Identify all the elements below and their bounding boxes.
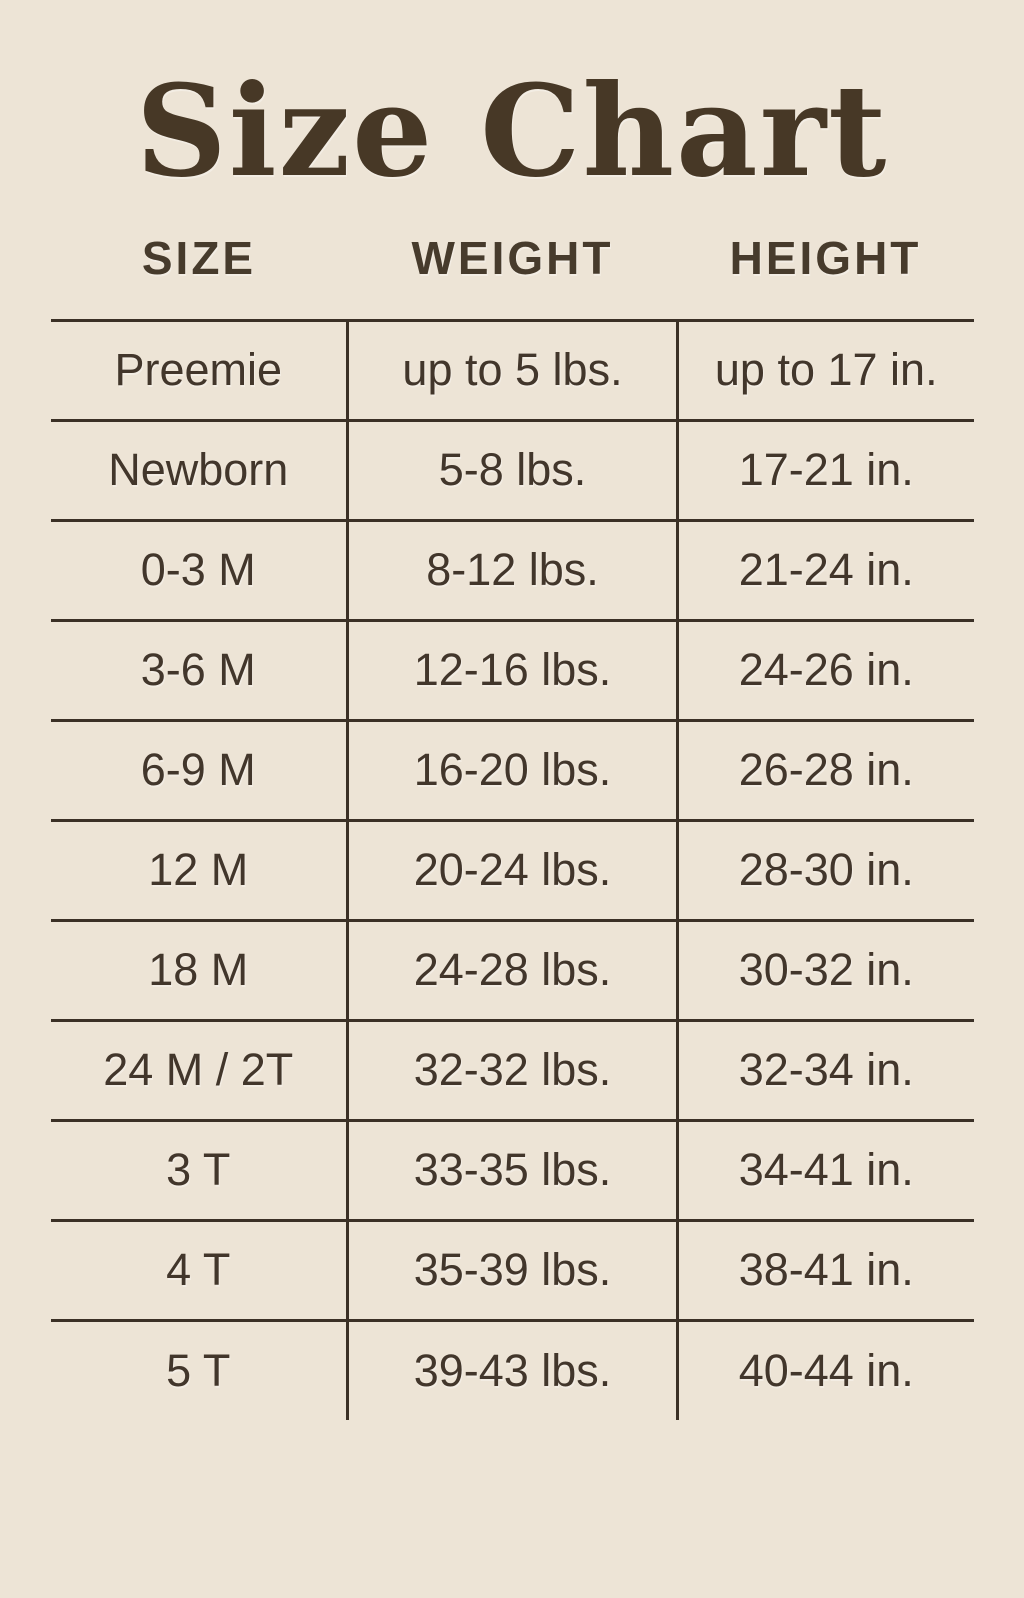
height-cell: 17-21 in. [676,420,974,521]
size-cell: Newborn [108,444,289,496]
table-row: 5 T 39-43 lbs. 40-44 in. [50,1320,974,1421]
weight-cell: 32-32 lbs. [346,1020,678,1121]
weight-cell: 5-8 lbs. [346,420,678,521]
column-header-size: SIZE [141,231,257,284]
weight-cell: 12-16 lbs. [346,620,678,721]
height-cell: 28-30 in. [676,820,974,921]
height-cell: 32-34 in. [676,1020,974,1121]
size-cell: 3 T [166,1144,231,1196]
height-cell: 38-41 in. [676,1220,974,1321]
page-title: Size Chart [135,57,889,205]
size-cell: 6-9 M [140,744,256,796]
table-row: 24 M / 2T 32-32 lbs. 32-34 in. [50,1020,974,1121]
size-cell: 24 M / 2T [103,1044,294,1096]
size-cell: 3-6 M [140,644,256,696]
weight-cell: 35-39 lbs. [346,1220,678,1321]
height-cell: 21-24 in. [676,520,974,621]
table-row: 3 T 33-35 lbs. 34-41 in. [50,1120,974,1221]
height-cell: 24-26 in. [676,620,974,721]
table-row: Newborn 5-8 lbs. 17-21 in. [50,420,974,521]
height-cell: 34-41 in. [676,1120,974,1221]
size-cell: 18 M [148,944,249,996]
column-header-weight: WEIGHT [411,231,614,284]
table-row: Preemie up to 5 lbs. up to 17 in. [50,320,974,421]
weight-cell: 16-20 lbs. [346,720,678,821]
weight-cell: 33-35 lbs. [346,1120,678,1221]
table-row: 18 M 24-28 lbs. 30-32 in. [50,920,974,1021]
table-row: 12 M 20-24 lbs. 28-30 in. [50,820,974,921]
size-cell: 4 T [166,1244,231,1296]
size-chart-table: SIZE WEIGHT HEIGHT Preemie up to 5 lbs. … [50,231,974,1421]
weight-cell: 8-12 lbs. [346,520,678,621]
size-cell: 12 M [148,844,249,896]
table-row: 4 T 35-39 lbs. 38-41 in. [50,1220,974,1321]
size-cell: 0-3 M [140,544,256,596]
weight-cell: 20-24 lbs. [346,820,678,921]
size-cell: Preemie [114,344,283,396]
height-cell: up to 17 in. [676,320,974,421]
weight-cell: up to 5 lbs. [346,320,678,421]
weight-cell: 39-43 lbs. [346,1320,678,1421]
table-row: 6-9 M 16-20 lbs. 26-28 in. [50,720,974,821]
height-cell: 40-44 in. [676,1320,974,1421]
table-row: 0-3 M 8-12 lbs. 21-24 in. [50,520,974,621]
table-row: 3-6 M 12-16 lbs. 24-26 in. [50,620,974,721]
column-header-height: HEIGHT [729,231,922,284]
weight-cell: 24-28 lbs. [346,920,678,1021]
height-cell: 26-28 in. [676,720,974,821]
size-cell: 5 T [166,1344,231,1396]
height-cell: 30-32 in. [676,920,974,1021]
header-row: SIZE WEIGHT HEIGHT [51,231,974,321]
